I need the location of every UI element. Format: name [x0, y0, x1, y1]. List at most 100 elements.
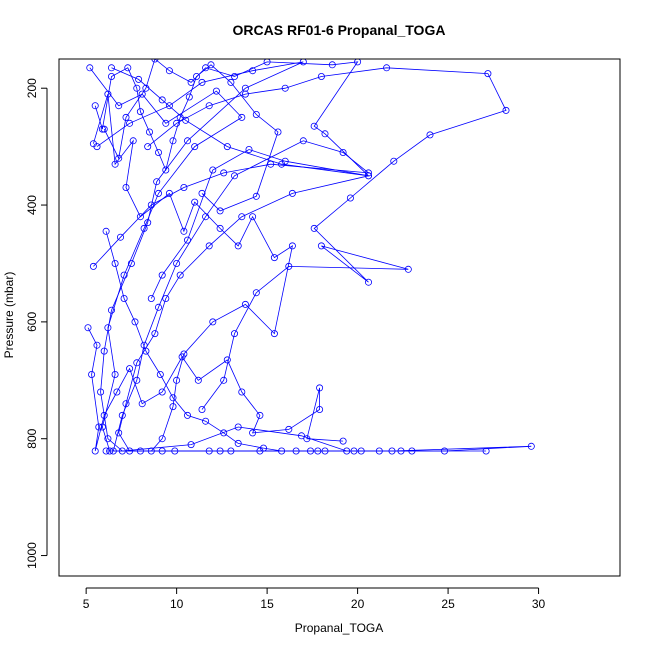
data-point	[117, 233, 125, 241]
data-point	[220, 376, 228, 384]
data-point	[328, 61, 336, 69]
data-point	[202, 417, 210, 425]
data-point	[346, 194, 354, 202]
data-point	[165, 102, 173, 110]
data-point	[183, 411, 191, 419]
data-point	[316, 384, 324, 392]
data-point	[256, 411, 264, 419]
y-tick-label: 800	[25, 428, 39, 448]
data-point	[93, 341, 101, 349]
x-tick-label: 30	[532, 597, 546, 611]
data-point	[169, 394, 177, 402]
data-point	[104, 435, 112, 443]
data-point	[147, 447, 155, 455]
data-point	[111, 259, 119, 267]
series-4	[108, 64, 372, 455]
plot-frame	[58, 58, 621, 577]
data-point	[299, 137, 307, 145]
data-point	[100, 125, 108, 133]
x-axis-label: Propanal_TOGA	[295, 621, 384, 635]
data-point	[317, 73, 325, 81]
data-point	[238, 113, 246, 121]
series-line	[87, 327, 344, 452]
data-point	[288, 189, 296, 197]
data-point	[198, 405, 206, 413]
data-point	[102, 447, 110, 455]
data-point	[191, 143, 199, 151]
x-tick-label: 15	[260, 597, 274, 611]
plot-area	[84, 59, 535, 455]
data-point	[288, 242, 296, 250]
y-tick-label: 1000	[25, 542, 39, 569]
series-9	[102, 227, 416, 455]
data-point	[133, 359, 141, 367]
data-point	[180, 183, 188, 191]
data-point	[205, 102, 213, 110]
x-tick-label: 10	[170, 597, 184, 611]
data-point	[270, 330, 278, 338]
data-point	[297, 432, 305, 440]
series-2	[93, 59, 490, 455]
data-point	[142, 84, 150, 92]
data-point	[84, 324, 92, 332]
data-point	[122, 113, 130, 121]
data-point	[120, 294, 128, 302]
data-point	[267, 160, 275, 168]
data-point	[252, 289, 260, 297]
data-point	[375, 447, 383, 455]
data-point	[113, 388, 121, 396]
data-point	[482, 447, 490, 455]
series-line	[111, 67, 369, 452]
data-point	[176, 271, 184, 279]
data-point	[408, 447, 416, 455]
data-point	[230, 73, 238, 81]
data-point	[249, 213, 257, 221]
data-point	[397, 447, 405, 455]
data-point	[91, 447, 99, 455]
data-point	[316, 405, 324, 413]
data-point	[285, 425, 293, 433]
data-point	[502, 106, 510, 114]
data-point	[245, 145, 253, 153]
data-point	[252, 111, 260, 119]
data-point	[97, 388, 105, 396]
data-point	[230, 330, 238, 338]
data-point	[158, 435, 166, 443]
data-point	[154, 303, 162, 311]
data-point	[169, 137, 177, 145]
data-point	[88, 370, 96, 378]
y-tick-label: 600	[25, 312, 39, 332]
data-point	[191, 198, 199, 206]
series-line	[93, 140, 370, 452]
data-point	[89, 262, 97, 270]
y-tick-label: 400	[25, 195, 39, 215]
data-point	[339, 148, 347, 156]
data-point	[136, 108, 144, 116]
data-point	[153, 178, 161, 186]
data-point	[484, 70, 492, 78]
series-line	[94, 64, 279, 212]
data-point	[527, 442, 535, 450]
data-point	[209, 166, 217, 174]
data-point	[162, 294, 170, 302]
data-point	[310, 224, 318, 232]
data-point	[122, 183, 130, 191]
data-point	[169, 403, 177, 411]
data-point	[249, 67, 257, 75]
data-point	[426, 131, 434, 139]
data-point	[178, 353, 186, 361]
data-point	[185, 93, 193, 101]
data-point	[86, 64, 94, 72]
data-point	[310, 122, 318, 130]
y-axis-label: Pressure (mbar)	[2, 272, 16, 359]
data-point	[115, 154, 123, 162]
data-point	[126, 119, 134, 127]
data-point	[192, 73, 200, 81]
data-point	[205, 242, 213, 250]
data-point	[306, 447, 314, 455]
data-point	[205, 447, 213, 455]
data-point	[162, 119, 170, 127]
data-point	[223, 356, 231, 364]
data-point	[98, 125, 106, 133]
